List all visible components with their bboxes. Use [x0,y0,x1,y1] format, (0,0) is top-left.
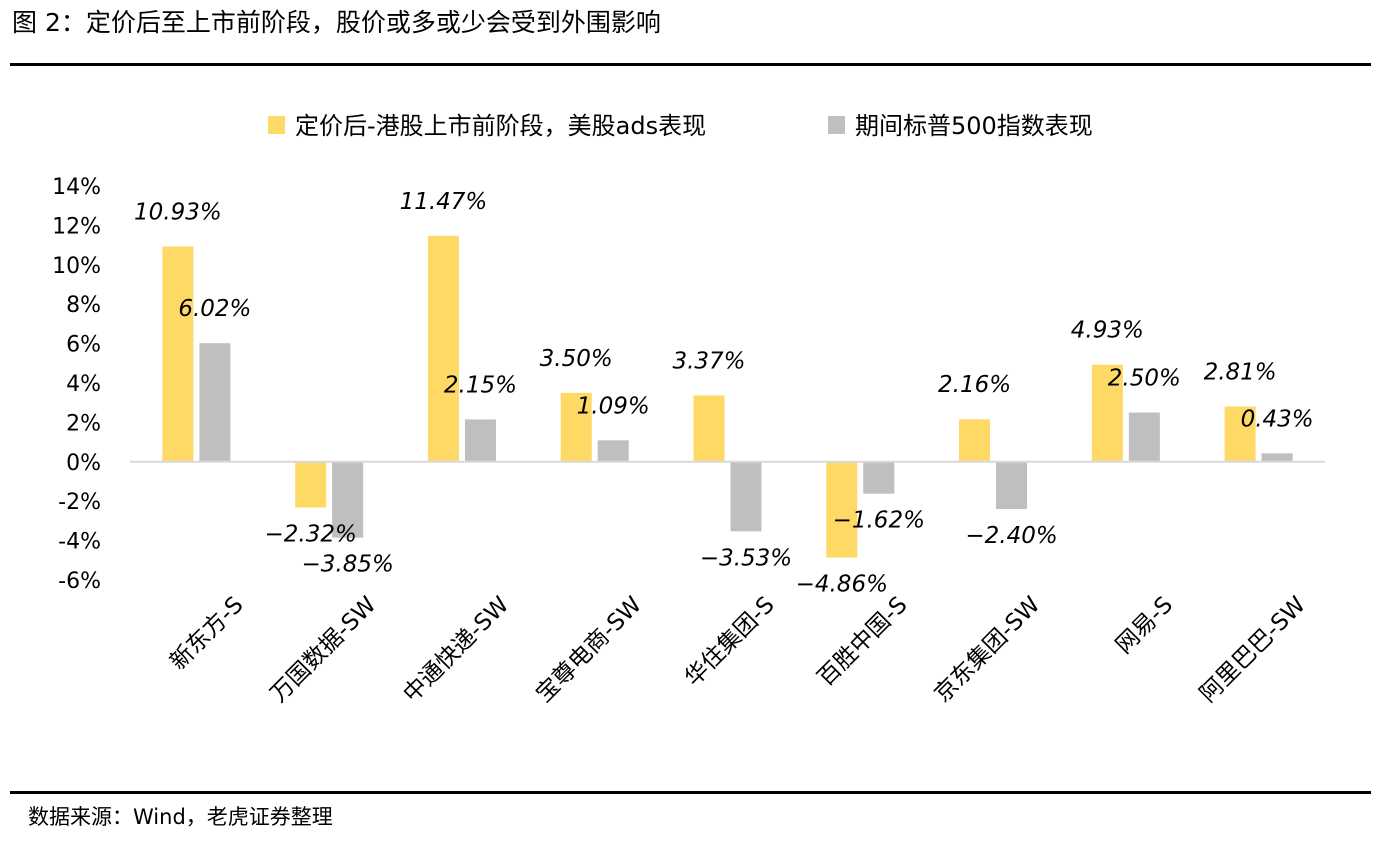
bar-chart: 定价后-港股上市前阶段，美股ads表现 期间标普500指数表现 14% 12% 10%… [52,112,1325,708]
data-label-1-5: −1.62% [833,508,925,534]
data-label-0-0: 10.93% [134,199,222,225]
data-label-0-7: 4.93% [1071,318,1144,344]
x-category-label: 宝尊电商-SW [531,592,647,708]
y-tick-label: -4% [58,530,101,555]
legend-item-1: 期间标普500指数表现 [828,112,1093,140]
x-category-label: 万国数据-SW [266,592,382,708]
y-tick-label: 14% [52,175,101,200]
page-title: 图 2：定价后至上市前阶段，股价或多或少会受到外围影响 [12,8,661,37]
y-tick-label: 12% [52,214,101,239]
bar-1-4 [730,461,762,532]
data-label-0-5: −4.86% [796,572,888,598]
data-label-0-1: −2.32% [264,522,356,548]
y-axis: 14% 12% 10% 8% 6% 4% 2% 0% -2% -4% -6% [52,175,101,594]
data-label-1-4: −3.53% [700,545,792,571]
bar-0-2 [427,235,459,462]
bar-1-8 [1261,453,1293,462]
bar-0-4 [693,395,725,462]
data-label-0-8: 2.81% [1204,359,1277,385]
bar-0-0 [162,246,194,462]
y-tick-label: 6% [66,333,101,358]
title-divider [10,63,1371,66]
bar-0-5 [826,461,858,558]
data-label-0-3: 3.50% [540,346,613,372]
source-note: 数据来源：Wind，老虎证券整理 [28,805,333,829]
bar-1-2 [464,419,496,462]
bar-1-5 [863,461,895,494]
x-category-label: 中通快递-SW [398,592,514,708]
footer-divider [10,791,1371,794]
legend-label-0: 定价后-港股上市前阶段，美股ads表现 [295,112,706,140]
y-tick-label: 4% [66,372,101,397]
y-tick-label: 8% [66,293,101,318]
x-category-label: 阿里巴巴-SW [1195,592,1311,708]
data-label-1-3: 1.09% [577,393,650,419]
bar-0-7 [1091,364,1123,462]
bar-1-7 [1128,412,1160,462]
y-tick-label: -2% [58,490,101,515]
data-label-1-7: 2.50% [1108,366,1181,392]
y-tick-label: -6% [58,569,101,594]
bar-series [162,235,1293,558]
data-label-0-2: 11.47% [400,189,488,215]
data-label-1-1: −3.85% [301,552,393,578]
bar-1-6 [996,461,1028,510]
data-label-0-6: 2.16% [938,372,1011,398]
data-label-0-4: 3.37% [672,348,745,374]
data-label-1-6: −2.40% [965,523,1057,549]
bar-0-3 [560,392,592,462]
x-category-label: 百胜中国-S [813,592,913,692]
bar-1-3 [597,440,629,462]
x-category-label: 网易-S [1111,592,1178,659]
x-category-label: 京东集团-SW [930,592,1046,708]
y-tick-label: 10% [52,254,101,279]
legend-item-0: 定价后-港股上市前阶段，美股ads表现 [268,112,706,140]
y-tick-label: 0% [66,451,101,476]
bar-0-1 [295,461,327,508]
x-category-label: 华住集团-S [680,592,780,692]
legend-swatch-0 [268,116,285,134]
legend-swatch-1 [828,116,845,134]
x-category-label: 新东方-S [165,592,248,675]
data-label-1-2: 2.15% [444,372,517,398]
bar-1-1 [332,461,364,538]
data-label-1-8: 0.43% [1241,406,1314,432]
data-label-1-0: 6.02% [178,296,251,322]
bar-1-0 [199,343,231,462]
chart-legend: 定价后-港股上市前阶段，美股ads表现 期间标普500指数表现 [268,112,1093,140]
data-labels: 10.93% −2.32% 11.47% 3.50% 3.37% −4.86% 2.16% 4… [134,189,1314,598]
y-tick-label: 2% [66,411,101,436]
legend-label-1: 期间标普500指数表现 [855,112,1093,140]
bar-0-6 [959,419,991,462]
bar-0-8 [1224,406,1256,462]
